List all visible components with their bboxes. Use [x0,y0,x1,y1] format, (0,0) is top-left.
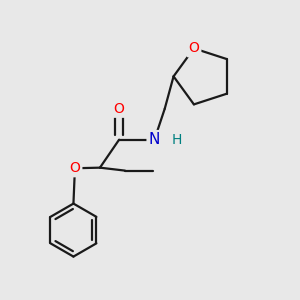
Text: O: O [70,161,80,175]
Text: H: H [171,133,182,147]
Text: O: O [188,41,199,56]
Text: O: O [114,102,124,116]
Text: N: N [149,132,160,147]
